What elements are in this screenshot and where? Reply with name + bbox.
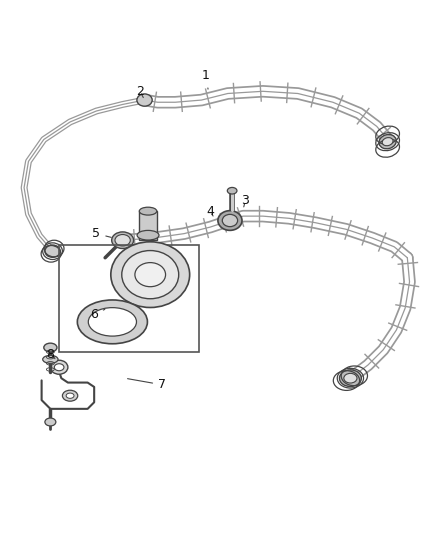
Ellipse shape xyxy=(379,134,396,149)
Text: 7: 7 xyxy=(127,378,166,391)
Text: 5: 5 xyxy=(92,227,111,240)
Ellipse shape xyxy=(44,343,57,352)
Ellipse shape xyxy=(45,245,60,257)
Ellipse shape xyxy=(112,232,134,248)
Ellipse shape xyxy=(218,211,242,230)
Ellipse shape xyxy=(111,242,190,308)
Ellipse shape xyxy=(344,374,357,383)
Ellipse shape xyxy=(43,356,58,364)
Ellipse shape xyxy=(54,364,64,371)
Ellipse shape xyxy=(88,308,137,336)
Ellipse shape xyxy=(382,138,393,146)
Ellipse shape xyxy=(135,263,166,287)
Ellipse shape xyxy=(122,251,179,298)
Ellipse shape xyxy=(62,390,78,401)
Bar xyxy=(59,245,199,352)
Ellipse shape xyxy=(137,230,159,240)
Ellipse shape xyxy=(78,300,148,344)
Bar xyxy=(139,211,157,240)
Text: 3: 3 xyxy=(241,195,249,207)
Text: 2: 2 xyxy=(136,85,144,98)
Ellipse shape xyxy=(137,94,152,106)
Ellipse shape xyxy=(45,418,56,426)
Text: 6: 6 xyxy=(90,308,105,321)
Ellipse shape xyxy=(227,188,237,194)
Text: 1: 1 xyxy=(202,69,210,89)
Ellipse shape xyxy=(223,214,237,227)
Ellipse shape xyxy=(339,370,361,386)
Text: 4: 4 xyxy=(206,205,214,218)
Text: 8: 8 xyxy=(46,348,55,361)
Ellipse shape xyxy=(50,360,68,374)
Ellipse shape xyxy=(139,207,157,215)
Ellipse shape xyxy=(115,235,131,246)
Ellipse shape xyxy=(66,393,74,398)
